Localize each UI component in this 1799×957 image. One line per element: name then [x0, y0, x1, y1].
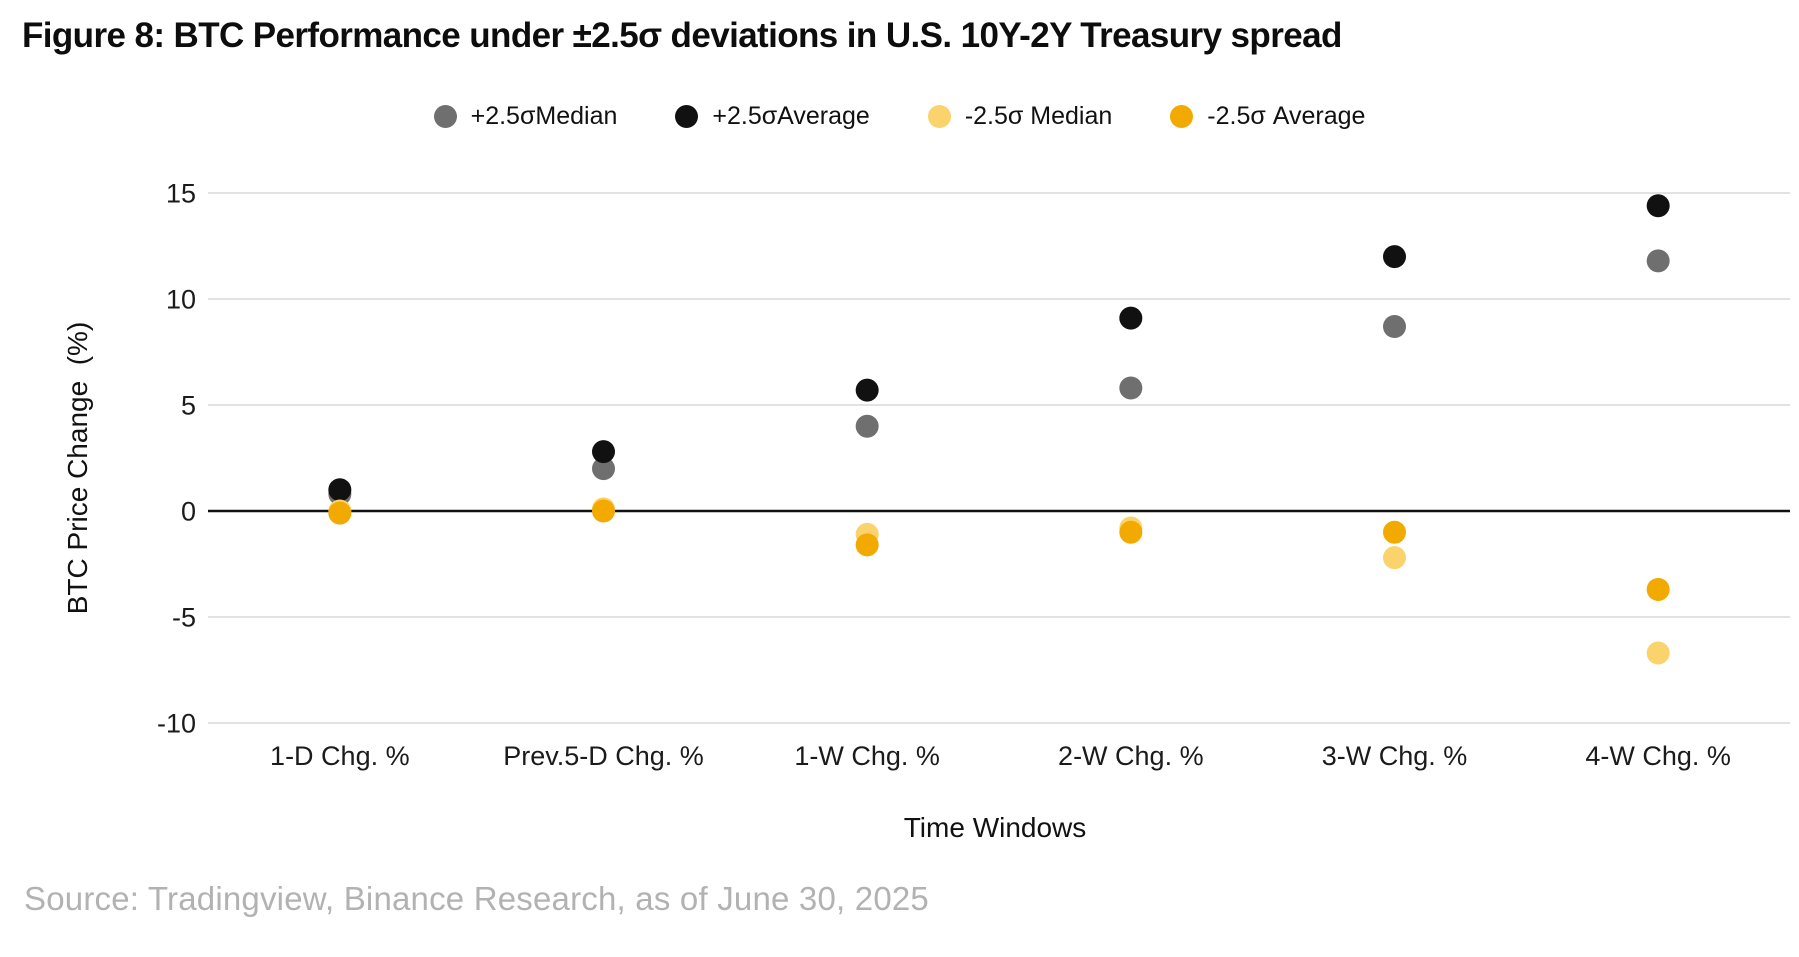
x-tick-label: 4-W Chg. % [1585, 741, 1731, 771]
legend-label: -2.5σ Average [1207, 102, 1366, 130]
dot-s1-c1 [592, 440, 615, 464]
dot-s3-c4 [1383, 520, 1406, 544]
dot-s3-c2 [855, 533, 879, 557]
dot-s0-c1 [592, 457, 615, 481]
x-axis-title: Time Windows [903, 812, 1087, 843]
legend-dot-plus-average-icon [675, 105, 699, 128]
y-tick-label: -10 [157, 709, 196, 739]
figure-title: Figure 8: BTC Performance under ±2.5σ de… [22, 16, 1342, 55]
legend-label: +2.5σMedian [470, 102, 618, 130]
dot-s0-c5 [1646, 249, 1670, 273]
dot-s1-c5 [1646, 194, 1670, 218]
dot-s0-c4 [1383, 315, 1406, 339]
dot-s2-c4 [1383, 546, 1406, 570]
legend-dot-minus-average-icon [1170, 105, 1194, 128]
y-tick-label: 15 [166, 179, 196, 209]
legend-label: -2.5σ Median [964, 102, 1113, 130]
dot-s1-c0 [328, 478, 352, 502]
legend-dot-plus-median-icon [433, 105, 457, 128]
dot-s1-c4 [1383, 245, 1406, 269]
dot-s1-c3 [1119, 306, 1143, 330]
y-tick-label: 0 [181, 497, 196, 527]
dot-s3-c3 [1119, 520, 1143, 544]
legend-item-plus-median: +2.5σMedian [433, 102, 618, 131]
x-tick-label: 1-D Chg. % [270, 741, 410, 771]
dot-s0-c3 [1119, 376, 1143, 400]
y-tick-label: 5 [181, 391, 196, 421]
source-note: Source: Tradingview, Binance Research, a… [24, 880, 929, 917]
legend-label: +2.5σAverage [712, 102, 870, 130]
y-axis-title: BTC Price Change (%) [62, 321, 93, 615]
x-tick-label: 2-W Chg. % [1058, 741, 1204, 771]
legend-item-plus-average: +2.5σAverage [675, 102, 870, 131]
y-tick-label: 10 [166, 285, 196, 315]
dot-s0-c2 [855, 414, 879, 438]
dot-s3-c0 [328, 501, 352, 525]
x-tick-label: Prev.5-D Chg. % [503, 741, 704, 771]
dot-s1-c2 [855, 378, 879, 402]
dot-s2-c5 [1646, 641, 1670, 665]
legend-item-minus-average: -2.5σ Average [1170, 102, 1365, 131]
dot-s3-c5 [1646, 577, 1670, 601]
x-tick-label: 3-W Chg. % [1322, 741, 1468, 771]
x-tick-label: 1-W Chg. % [794, 741, 940, 771]
legend-item-minus-median: -2.5σ Median [927, 102, 1113, 131]
dot-s3-c1 [592, 499, 615, 523]
legend-dot-minus-median-icon [927, 105, 951, 128]
y-tick-label: -5 [172, 603, 196, 633]
chart-legend: +2.5σMedian +2.5σAverage -2.5σ Median -2… [0, 102, 1799, 131]
